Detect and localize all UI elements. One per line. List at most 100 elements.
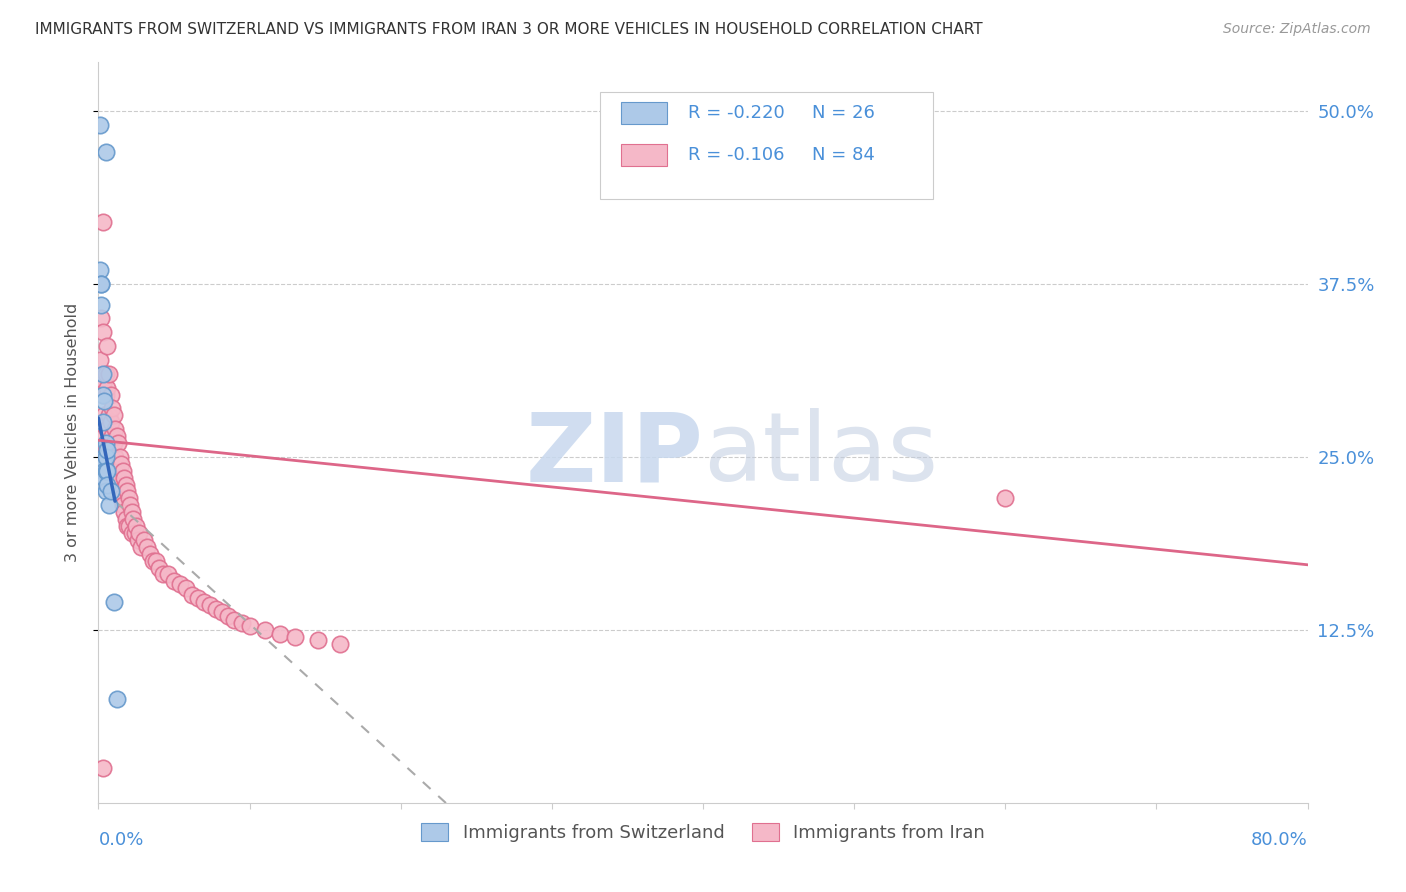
Point	[89, 353, 111, 368]
Point	[91, 761, 114, 775]
Text: IMMIGRANTS FROM SWITZERLAND VS IMMIGRANTS FROM IRAN 3 OR MORE VEHICLES IN HOUSEH: IMMIGRANTS FROM SWITZERLAND VS IMMIGRANT…	[35, 22, 983, 37]
Point	[108, 450, 131, 464]
Point	[112, 505, 135, 519]
Point	[100, 415, 122, 429]
Point	[211, 605, 233, 619]
FancyBboxPatch shape	[600, 92, 932, 200]
Point	[284, 630, 307, 644]
Point	[124, 525, 146, 540]
Point	[91, 214, 114, 228]
Text: N = 84: N = 84	[811, 146, 875, 164]
Point	[104, 450, 127, 464]
Point	[91, 415, 114, 429]
Point	[115, 519, 138, 533]
Point	[91, 367, 114, 381]
Point	[127, 533, 149, 547]
Point	[128, 525, 150, 540]
Y-axis label: 3 or more Vehicles in Household: 3 or more Vehicles in Household	[65, 303, 80, 562]
Point	[253, 623, 276, 637]
Point	[118, 519, 141, 533]
Point	[93, 374, 115, 388]
Point	[129, 540, 152, 554]
Point	[108, 484, 131, 499]
Point	[96, 339, 118, 353]
Point	[94, 484, 117, 499]
Point	[90, 374, 112, 388]
Point	[93, 464, 115, 478]
Point	[181, 588, 204, 602]
Point	[103, 436, 125, 450]
Point	[231, 615, 253, 630]
Point	[93, 470, 115, 484]
Point	[307, 632, 329, 647]
Point	[93, 409, 115, 423]
Text: atlas: atlas	[703, 409, 938, 501]
Legend: Immigrants from Switzerland, Immigrants from Iran: Immigrants from Switzerland, Immigrants …	[413, 815, 993, 849]
Point	[107, 436, 129, 450]
Point	[94, 367, 117, 381]
Text: Source: ZipAtlas.com: Source: ZipAtlas.com	[1223, 22, 1371, 37]
Point	[98, 367, 121, 381]
Point	[90, 297, 112, 311]
Point	[139, 547, 162, 561]
Point	[118, 491, 141, 506]
Point	[90, 311, 112, 326]
Point	[94, 145, 117, 160]
Point	[103, 595, 125, 609]
Point	[94, 442, 117, 457]
Text: 80.0%: 80.0%	[1251, 831, 1308, 849]
Point	[90, 277, 112, 291]
Point	[105, 464, 128, 478]
Point	[94, 387, 117, 401]
Point	[110, 491, 132, 506]
Point	[104, 422, 127, 436]
Point	[994, 491, 1017, 506]
Point	[91, 464, 114, 478]
Point	[152, 567, 174, 582]
Point	[101, 429, 124, 443]
Point	[94, 436, 117, 450]
Point	[100, 387, 122, 401]
Point	[205, 602, 228, 616]
Point	[135, 540, 157, 554]
Point	[91, 387, 114, 401]
Point	[111, 464, 134, 478]
Point	[114, 477, 136, 491]
Text: N = 26: N = 26	[811, 103, 875, 122]
Point	[107, 470, 129, 484]
Point	[96, 442, 118, 457]
Point	[93, 450, 115, 464]
Point	[145, 554, 167, 568]
Point	[200, 598, 222, 612]
Point	[125, 519, 148, 533]
Point	[94, 464, 117, 478]
Point	[91, 326, 114, 340]
Point	[121, 505, 143, 519]
Point	[329, 637, 352, 651]
Point	[89, 263, 111, 277]
FancyBboxPatch shape	[621, 144, 666, 166]
Point	[91, 387, 114, 401]
Point	[98, 436, 121, 450]
Point	[96, 381, 118, 395]
Point	[115, 484, 138, 499]
Point	[96, 422, 118, 436]
Point	[94, 415, 117, 429]
Point	[98, 409, 121, 423]
Text: R = -0.220: R = -0.220	[689, 103, 785, 122]
Point	[120, 498, 142, 512]
Point	[100, 484, 122, 499]
Point	[103, 409, 125, 423]
Text: 0.0%: 0.0%	[98, 831, 143, 849]
Point	[156, 567, 179, 582]
Point	[269, 627, 291, 641]
Point	[94, 450, 117, 464]
Text: R = -0.106: R = -0.106	[689, 146, 785, 164]
Text: ZIP: ZIP	[524, 409, 703, 501]
Point	[187, 591, 209, 605]
Point	[239, 618, 262, 632]
Point	[142, 554, 165, 568]
Point	[98, 498, 121, 512]
Point	[105, 429, 128, 443]
FancyBboxPatch shape	[621, 102, 666, 124]
